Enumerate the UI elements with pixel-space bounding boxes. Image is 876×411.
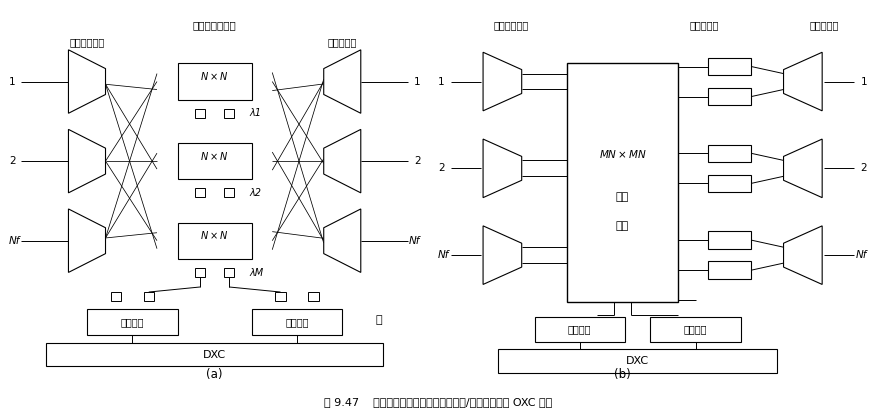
- Text: 波分复用器: 波分复用器: [809, 21, 839, 30]
- Text: 开关: 开关: [616, 192, 629, 202]
- Polygon shape: [783, 139, 823, 198]
- Text: 1: 1: [413, 76, 420, 87]
- Bar: [224, 268, 234, 277]
- Text: 发送模块: 发送模块: [568, 324, 591, 334]
- Text: 矩阵: 矩阵: [616, 221, 629, 231]
- Polygon shape: [324, 129, 361, 193]
- Polygon shape: [483, 226, 522, 284]
- Text: $N\times N$: $N\times N$: [201, 229, 229, 241]
- Bar: [709, 175, 752, 192]
- Bar: [251, 309, 343, 335]
- Bar: [144, 292, 154, 301]
- Text: 波分复用器: 波分复用器: [328, 37, 357, 47]
- Polygon shape: [68, 209, 105, 272]
- Text: Nf: Nf: [856, 250, 867, 260]
- Bar: [534, 316, 625, 342]
- Bar: [224, 109, 234, 118]
- Text: $N\times N$: $N\times N$: [201, 70, 229, 82]
- Bar: [709, 145, 752, 162]
- Polygon shape: [783, 52, 823, 111]
- Bar: [709, 58, 752, 75]
- Bar: [275, 292, 286, 301]
- Bar: [224, 188, 234, 197]
- Text: λ1: λ1: [250, 109, 262, 118]
- Bar: [178, 63, 251, 99]
- Text: 2: 2: [438, 163, 445, 173]
- Text: 发送模块: 发送模块: [121, 317, 144, 327]
- Text: $MN\times MN$: $MN\times MN$: [598, 148, 646, 160]
- Text: DXC: DXC: [203, 350, 226, 360]
- Polygon shape: [483, 139, 522, 198]
- Bar: [195, 268, 205, 277]
- Text: 2: 2: [9, 156, 16, 166]
- Bar: [178, 223, 251, 259]
- Text: 接收模块: 接收模块: [684, 324, 707, 334]
- Bar: [87, 309, 178, 335]
- Text: Nf: Nf: [9, 236, 20, 246]
- Bar: [110, 292, 121, 301]
- Polygon shape: [324, 209, 361, 272]
- Text: (b): (b): [614, 368, 631, 381]
- Text: 1: 1: [860, 76, 867, 87]
- Polygon shape: [783, 226, 823, 284]
- Text: λ2: λ2: [250, 188, 262, 198]
- Text: 1: 1: [438, 76, 445, 87]
- Bar: [709, 231, 752, 249]
- Bar: [308, 292, 319, 301]
- Text: Nf: Nf: [438, 250, 449, 260]
- Bar: [709, 88, 752, 105]
- Text: 、: 、: [376, 315, 383, 325]
- Text: 1: 1: [9, 76, 16, 87]
- Text: 空间光开关矩阵: 空间光开关矩阵: [193, 21, 237, 30]
- Text: λM: λM: [250, 268, 264, 277]
- Polygon shape: [483, 52, 522, 111]
- Text: DXC: DXC: [626, 356, 649, 366]
- Text: 2: 2: [413, 156, 420, 166]
- Text: Nf: Nf: [409, 236, 420, 246]
- Text: 波长变换器: 波长变换器: [689, 21, 719, 30]
- Bar: [498, 349, 777, 372]
- Text: 波分解复用器: 波分解复用器: [69, 37, 104, 47]
- Bar: [178, 143, 251, 179]
- Bar: [651, 316, 740, 342]
- Bar: [195, 188, 205, 197]
- Polygon shape: [68, 50, 105, 113]
- Text: 2: 2: [860, 163, 867, 173]
- Text: $N\times N$: $N\times N$: [201, 150, 229, 162]
- Polygon shape: [324, 50, 361, 113]
- Text: (a): (a): [207, 368, 223, 381]
- Text: 图 9.47    基于空间光开关矩阵和波分复用/解复用器对的 OXC 结构: 图 9.47 基于空间光开关矩阵和波分复用/解复用器对的 OXC 结构: [324, 397, 552, 407]
- Bar: [46, 343, 384, 366]
- Text: 波分解复用器: 波分解复用器: [493, 21, 528, 30]
- Bar: [567, 63, 678, 302]
- Bar: [709, 261, 752, 279]
- Bar: [195, 109, 205, 118]
- Polygon shape: [68, 129, 105, 193]
- Text: 接收模块: 接收模块: [286, 317, 308, 327]
